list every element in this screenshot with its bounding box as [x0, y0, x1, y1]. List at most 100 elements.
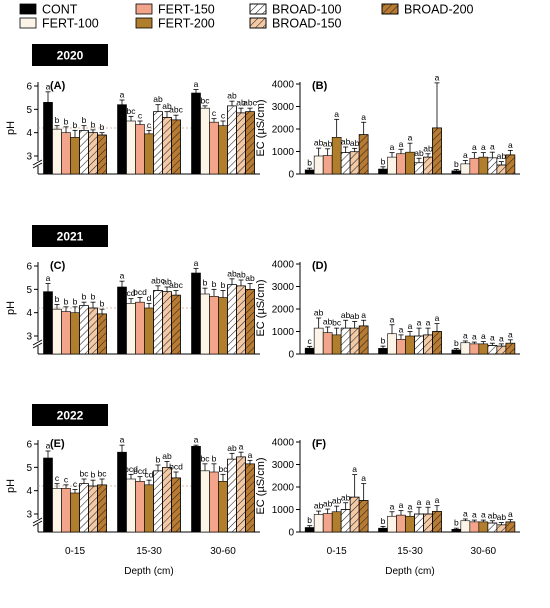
bar — [478, 343, 489, 355]
significance-letter: b — [91, 119, 96, 129]
legend-item: FERT-100 — [19, 17, 99, 31]
significance-letter: ab — [350, 311, 360, 321]
year-label: 2021 — [32, 225, 108, 247]
y-tick-label: 1000 — [272, 147, 295, 158]
significance-letter: a — [120, 271, 125, 281]
significance-letter: a — [361, 473, 366, 483]
bar — [387, 515, 397, 533]
significance-letter: b — [203, 278, 208, 288]
bar — [70, 492, 80, 533]
bar — [469, 157, 480, 175]
significance-letter: ab — [332, 496, 342, 506]
bar — [61, 132, 71, 175]
significance-letter: ab — [236, 98, 246, 108]
significance-letter: c — [147, 120, 152, 130]
significance-letter: ab — [497, 151, 507, 161]
bar — [304, 527, 315, 533]
bar-hatch — [227, 458, 237, 533]
bar-hatch — [162, 291, 172, 355]
significance-letter: ab — [341, 137, 351, 147]
bar-hatch — [162, 467, 172, 533]
bar-hatch — [171, 477, 181, 533]
y-tick-label: 1000 — [272, 505, 295, 516]
significance-letter: b — [55, 294, 60, 304]
significance-letter: a — [472, 142, 477, 152]
legend-swatch-hatch — [381, 3, 399, 15]
axis-break-mark — [32, 342, 43, 349]
y-tick-label: 0 — [288, 528, 294, 539]
significance-letter: abc — [169, 280, 183, 290]
significance-letter: cd — [127, 288, 136, 298]
significance-letter: a — [472, 510, 477, 520]
bar-hatch — [245, 111, 255, 175]
significance-letter: bc — [98, 469, 108, 479]
bar-hatch — [340, 509, 351, 533]
x-tick-label: 0-15 — [65, 546, 85, 557]
significance-letter: a — [399, 324, 404, 334]
panel-tag: (F) — [312, 438, 326, 450]
significance-letter: bc — [201, 453, 211, 463]
y-tick-label: 5 — [26, 105, 32, 116]
y-tick-label: 4000 — [272, 438, 295, 449]
bar-hatch — [79, 305, 89, 355]
bar-hatch — [88, 485, 98, 533]
bar-hatch — [79, 130, 89, 175]
significance-letter: a — [481, 510, 486, 520]
year-label: 2022 — [32, 404, 108, 426]
significance-letter: a — [390, 314, 395, 324]
year-box — [32, 44, 108, 66]
significance-letter: abc — [243, 98, 257, 108]
significance-letter: bc — [201, 95, 211, 105]
panel-tag: (D) — [312, 260, 328, 272]
y-tick-label: 4 — [26, 486, 32, 497]
bar-hatch — [432, 127, 442, 175]
bar-hatch — [171, 119, 181, 175]
significance-letter: b — [212, 453, 217, 463]
y-tick-label: 6 — [26, 262, 32, 273]
significance-letter: a — [508, 329, 513, 339]
panel-tag: (A) — [50, 80, 66, 92]
significance-letter: a — [352, 464, 357, 474]
bar — [144, 484, 154, 533]
significance-letter: b — [82, 292, 87, 302]
legend-item: FERT-150 — [135, 3, 215, 17]
axis-break-mark — [32, 520, 43, 527]
y-tick-label: 3000 — [272, 460, 295, 471]
bar — [209, 471, 219, 533]
year-box — [32, 225, 108, 247]
significance-letter: a — [490, 333, 495, 343]
bar-hatch — [423, 513, 433, 533]
y-axis-label: EC (µS/cm) — [255, 279, 267, 336]
significance-letter: a — [463, 508, 468, 518]
significance-letter: bcd — [124, 464, 138, 474]
bar-hatch — [79, 483, 89, 533]
significance-letter: a — [194, 435, 199, 445]
y-tick-label: 1000 — [272, 327, 295, 338]
bar — [387, 333, 397, 355]
bar — [135, 301, 145, 355]
legend-swatch-hatch — [249, 3, 267, 15]
significance-letter: b — [64, 116, 69, 126]
y-tick-label: 2000 — [272, 305, 295, 316]
bar-hatch — [505, 154, 516, 175]
year-text: 2020 — [57, 49, 84, 63]
significance-letter: a — [248, 450, 253, 460]
panel-tag: (E) — [50, 438, 65, 450]
bar — [70, 137, 80, 175]
significance-letter: a — [508, 140, 513, 150]
significance-letter: bcd — [133, 287, 147, 297]
significance-letter: ab — [314, 501, 324, 511]
bar-hatch — [349, 327, 360, 355]
bar — [209, 121, 219, 175]
significance-letter: ab — [497, 512, 507, 522]
significance-letter: b — [100, 299, 105, 309]
significance-letter: abc — [151, 275, 165, 285]
bar — [126, 478, 136, 533]
significance-letter: c — [64, 474, 69, 484]
significance-letter: ab — [162, 277, 172, 287]
y-tick-label: 4000 — [272, 80, 295, 91]
significance-letter: a — [46, 81, 51, 91]
